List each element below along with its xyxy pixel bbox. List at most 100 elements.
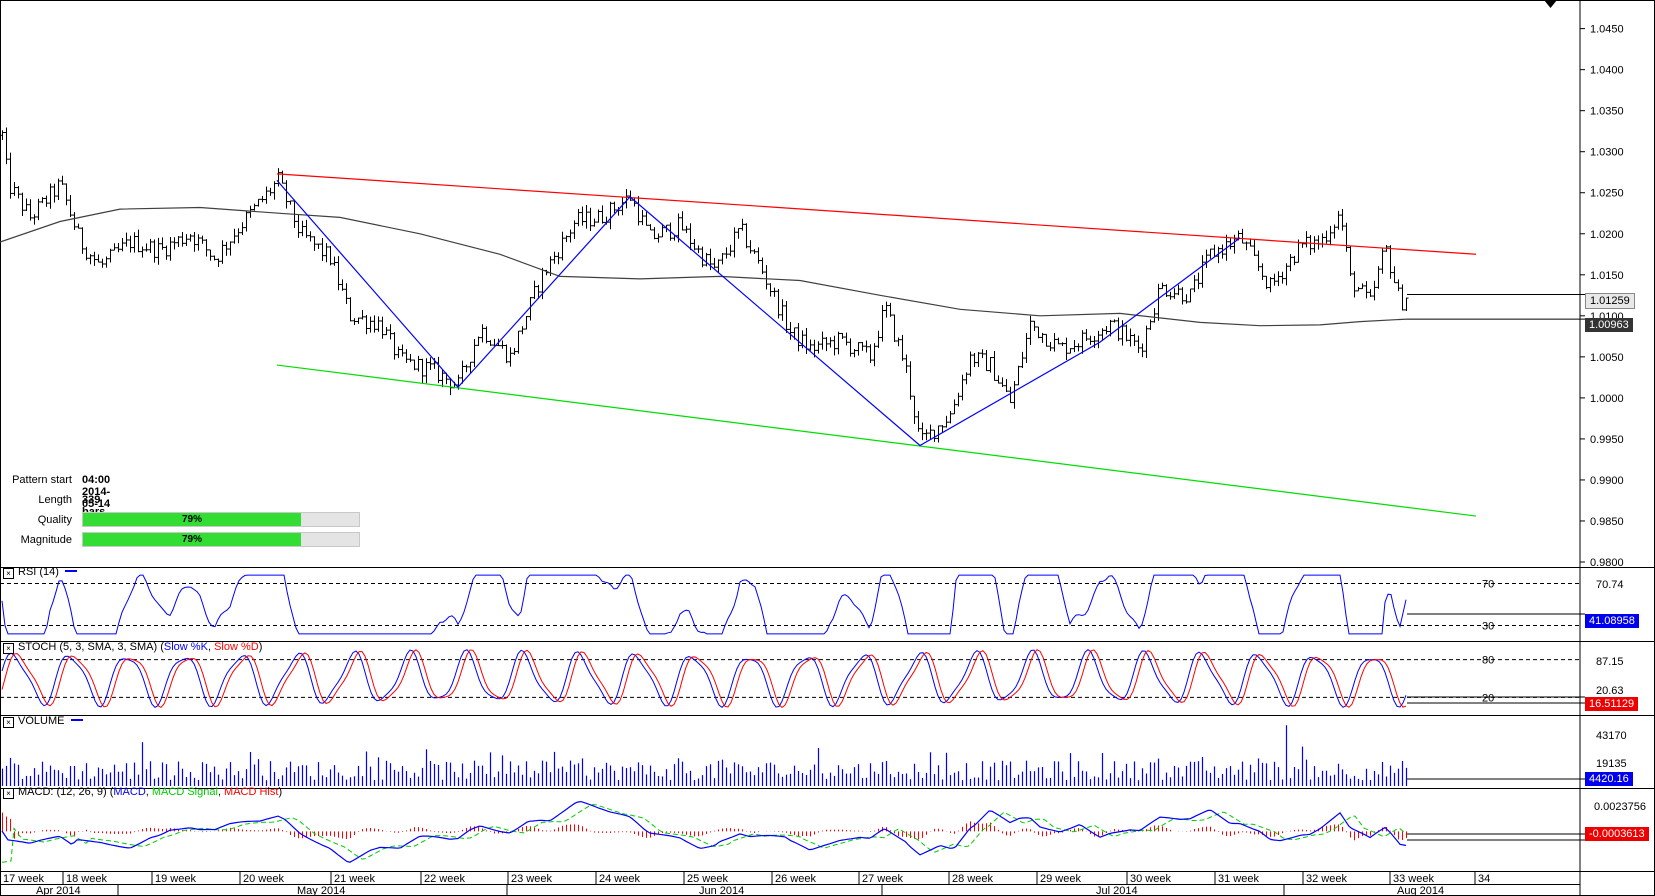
week-label: 32 week: [1306, 873, 1347, 885]
stochastic-panel: 80 20: [0, 648, 1585, 709]
week-label: 34: [1478, 873, 1490, 885]
stoch-d-tag: 16.51129: [1585, 697, 1639, 711]
price-tick-label: 0.9950: [1590, 434, 1624, 446]
rsi-panel: 70 30: [0, 574, 1585, 635]
support-line: [276, 364, 1477, 517]
level-label: 20: [1482, 692, 1494, 704]
stoch-d-line: [1, 649, 1407, 709]
week-label: 25 week: [687, 873, 728, 885]
quality-label: Quality: [37, 514, 72, 526]
macd-hist-label: MACD Hist: [224, 786, 279, 798]
week-label: 18 week: [66, 873, 107, 885]
week-label: 23 week: [511, 873, 552, 885]
macd-top-label: 0.0023756: [1594, 801, 1646, 813]
month-label: Apr 2014: [36, 885, 81, 896]
macd-signal-label: MACD Signal: [151, 786, 218, 798]
month-label: Jul 2014: [1096, 885, 1138, 896]
price-tick-label: 1.0200: [1590, 229, 1624, 241]
stoch-k-label: 20.63: [1596, 685, 1624, 697]
week-label: 29 week: [1040, 873, 1081, 885]
macd-line: [1, 800, 1407, 863]
level-label: 80: [1482, 655, 1494, 667]
week-label: 30 week: [1130, 873, 1171, 885]
price-axis: 1.0450 1.0400 1.0350 1.0300 1.0250 1.0200 1.01…: [1580, 24, 1624, 569]
week-label: 17 week: [3, 873, 44, 885]
rsi-top-label: 70.74: [1596, 579, 1624, 591]
macd-title[interactable]: × MACD: (12, 26, 9) (MACD, MACD Signal, M…: [3, 786, 282, 799]
magnitude-label: Magnitude: [20, 534, 72, 546]
price-tick-label: 0.9850: [1590, 516, 1624, 528]
volume-title-text: VOLUME: [18, 715, 65, 727]
stoch-title[interactable]: × STOCH (5, 3, SMA, 3, SMA) (Slow %K, Slo…: [3, 641, 262, 654]
macd-value-tag: -0.0003613: [1585, 827, 1649, 841]
price-tick-label: 1.0300: [1590, 147, 1624, 159]
macd-panel: [1, 800, 1585, 863]
week-label: 28 week: [952, 873, 993, 885]
price-tick-label: 1.0350: [1590, 106, 1624, 118]
month-label: Jun 2014: [699, 885, 744, 896]
quality-bar: 79%: [82, 512, 360, 527]
volume-value-tag: 4420.16: [1585, 772, 1633, 786]
level-label: 70: [1482, 579, 1494, 591]
close-icon[interactable]: ×: [3, 788, 14, 799]
close-icon[interactable]: ×: [3, 717, 14, 728]
time-axis: 17 week 18 week 19 week 20 week 21 week 22 we…: [0, 871, 1580, 896]
ma-price-tag: 1.00963: [1585, 318, 1633, 332]
rsi-value-tag: 41.08958: [1585, 614, 1639, 628]
magnitude-bar-fill: [83, 533, 302, 546]
macd-line-label: MACD: [113, 786, 146, 798]
week-label: 27 week: [862, 873, 903, 885]
price-tick-label: 1.0050: [1590, 352, 1624, 364]
last-price-tag: 1.01259: [1585, 293, 1635, 309]
quality-bar-fill: [83, 513, 302, 526]
volume-top-label: 43170: [1596, 730, 1627, 742]
price-panel: [0, 127, 1585, 517]
price-tick-label: 1.0150: [1590, 270, 1624, 282]
week-label: 31 week: [1218, 873, 1259, 885]
price-tick-label: 1.0250: [1590, 188, 1624, 200]
week-label: 24 week: [599, 873, 640, 885]
magnitude-value: 79%: [182, 534, 203, 545]
close-icon[interactable]: ×: [3, 568, 14, 579]
week-label: 26 week: [775, 873, 816, 885]
price-bars: [0, 127, 1409, 443]
rsi-line: [1, 574, 1407, 635]
close-icon[interactable]: ×: [3, 643, 14, 654]
macd-title-text: MACD: (12, 26, 9): [18, 786, 107, 798]
zigzag-line: [276, 180, 1241, 447]
magnitude-bar: 79%: [82, 532, 360, 547]
volume-legend-swatch: [70, 719, 83, 721]
quality-value: 79%: [182, 514, 203, 525]
week-label: 21 week: [334, 873, 375, 885]
resistance-line: [276, 173, 1477, 255]
rsi-title-text: RSI (14): [18, 566, 59, 578]
volume-title[interactable]: × VOLUME: [3, 715, 83, 728]
macd-signal-line: [1, 804, 1407, 863]
stoch-title-text: STOCH (5, 3, SMA, 3, SMA): [18, 641, 158, 653]
price-tick-label: 0.9800: [1590, 557, 1624, 569]
month-label: May 2014: [297, 885, 345, 896]
volume-mid-label: 19135: [1596, 758, 1627, 770]
pattern-start-value: 04:00 2014-05-14: [82, 474, 111, 510]
price-tick-label: 0.9900: [1590, 475, 1624, 487]
month-label: Aug 2014: [1397, 885, 1444, 896]
stoch-k-line: [1, 648, 1407, 709]
stoch-top-label: 87.15: [1596, 656, 1624, 668]
stoch-slowk-label: Slow %K: [163, 641, 208, 653]
pattern-start-label: Pattern start: [12, 474, 72, 486]
rsi-title[interactable]: × RSI (14): [3, 566, 78, 579]
price-tick-label: 1.0000: [1590, 393, 1624, 405]
week-label: 22 week: [424, 873, 465, 885]
volume-panel: [1, 725, 1585, 786]
week-label: 20 week: [243, 873, 284, 885]
week-label: 33 week: [1393, 873, 1434, 885]
stoch-slowd-label: Slow %D: [214, 641, 259, 653]
length-label: Length: [38, 494, 72, 506]
moving-average-line: [0, 206, 1408, 327]
level-label: 30: [1482, 621, 1494, 633]
dropdown-arrow-icon: [1544, 0, 1557, 8]
price-tick-label: 1.0400: [1590, 65, 1624, 77]
